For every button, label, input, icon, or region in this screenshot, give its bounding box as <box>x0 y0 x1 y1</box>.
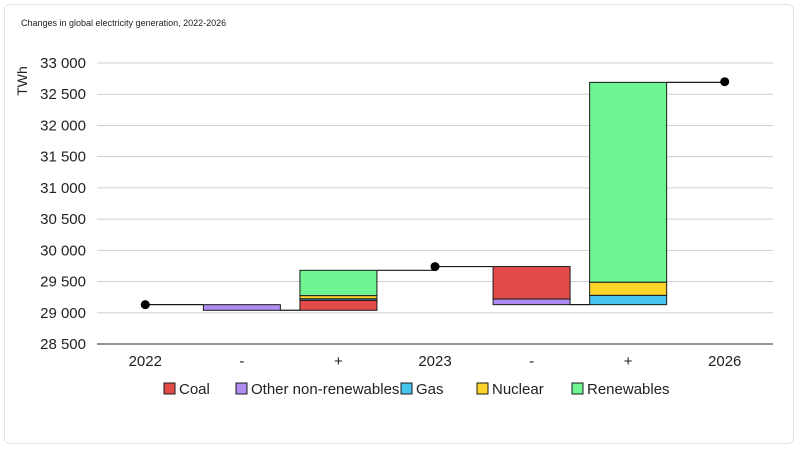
bar-segment-renewables <box>299 269 378 297</box>
x-tick-label: 2023 <box>418 353 451 370</box>
total-marker <box>720 77 730 87</box>
legend-swatch <box>235 382 248 395</box>
connector-lines <box>145 81 725 311</box>
x-tick-label: - <box>239 353 244 370</box>
legend-label: Renewables <box>587 381 670 398</box>
y-tick-label: 31 000 <box>40 180 86 197</box>
bar-segment-coal <box>299 299 378 311</box>
y-tick-label: 33 000 <box>40 55 86 72</box>
gridlines <box>97 62 773 345</box>
y-tick-label: 29 500 <box>40 274 86 291</box>
legend-label: Coal <box>179 381 210 398</box>
y-tick-label: 32 500 <box>40 86 86 103</box>
x-tick-label: + <box>624 353 633 370</box>
bar-segment-nuclear <box>589 281 668 296</box>
legend-swatch <box>571 382 584 395</box>
bar-segment-other-non-renewables <box>492 298 571 306</box>
x-tick-label: 2022 <box>129 353 162 370</box>
bar-segment-coal <box>492 266 571 300</box>
bar-segment-gas <box>589 294 668 306</box>
y-tick-label: 31 500 <box>40 149 86 166</box>
y-tick-label: 30 500 <box>40 211 86 228</box>
y-axis-tick-labels: 28 500 29 000 29 500 30 000 30 500 31 000 31 5… <box>40 55 86 353</box>
y-tick-label: 28 500 <box>40 336 86 353</box>
legend-label: Nuclear <box>492 381 544 398</box>
bar-segment-other-non-renewables <box>202 304 281 311</box>
x-tick-label: 2026 <box>708 353 741 370</box>
legend-label: Other non-renewables <box>251 381 399 398</box>
y-tick-label: 30 000 <box>40 242 86 259</box>
total-marker <box>140 300 150 310</box>
x-axis-tick-labels: 2022 - +2023 - +2026 <box>129 353 742 370</box>
y-tick-label: 32 000 <box>40 117 86 134</box>
bar-segment-renewables <box>589 81 668 283</box>
total-marker <box>430 262 440 272</box>
legend-label: Gas <box>416 381 444 398</box>
y-tick-label: 29 000 <box>40 305 86 322</box>
bars <box>202 81 668 311</box>
legend-swatch <box>163 382 176 395</box>
total-markers <box>140 77 730 310</box>
legend: Coal Other non-renewables Gas Nuclear Renewa… <box>163 381 670 398</box>
x-tick-label: - <box>529 353 534 370</box>
y-axis-label: TWh <box>14 66 30 96</box>
legend-swatch <box>400 382 413 395</box>
legend-swatch <box>476 382 489 395</box>
x-tick-label: + <box>334 353 343 370</box>
chart-title: Changes in global electricity generation… <box>21 18 227 28</box>
